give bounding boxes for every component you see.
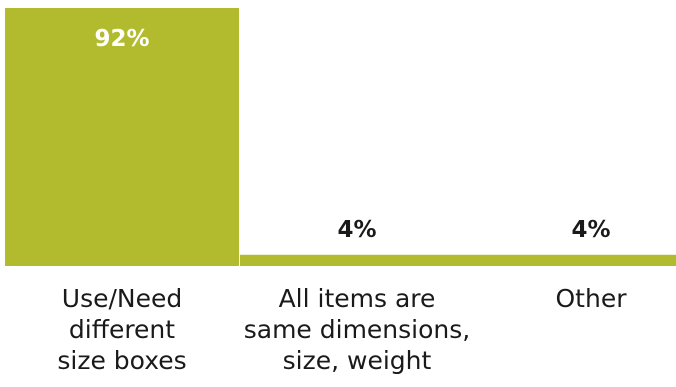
data-label-2: 4% bbox=[571, 217, 610, 243]
category-label-0-line-2: size boxes bbox=[57, 346, 186, 375]
category-label-0-line-1: different bbox=[69, 315, 175, 344]
value-labels-group: 92% 4% 4% bbox=[94, 26, 610, 243]
bar-0 bbox=[5, 8, 239, 266]
bars-group bbox=[5, 8, 676, 266]
bar-2 bbox=[474, 254, 676, 266]
category-label-1-line-2: size, weight bbox=[283, 346, 432, 375]
category-label-1-line-0: All items are bbox=[279, 284, 436, 313]
data-label-0: 92% bbox=[94, 26, 149, 52]
category-label-2-line-0: Other bbox=[556, 284, 628, 313]
category-label-1-line-1: same dimensions, bbox=[244, 315, 471, 344]
data-label-1: 4% bbox=[337, 217, 376, 243]
bar-1 bbox=[240, 254, 474, 266]
category-label-0-line-0: Use/Need bbox=[62, 284, 182, 313]
